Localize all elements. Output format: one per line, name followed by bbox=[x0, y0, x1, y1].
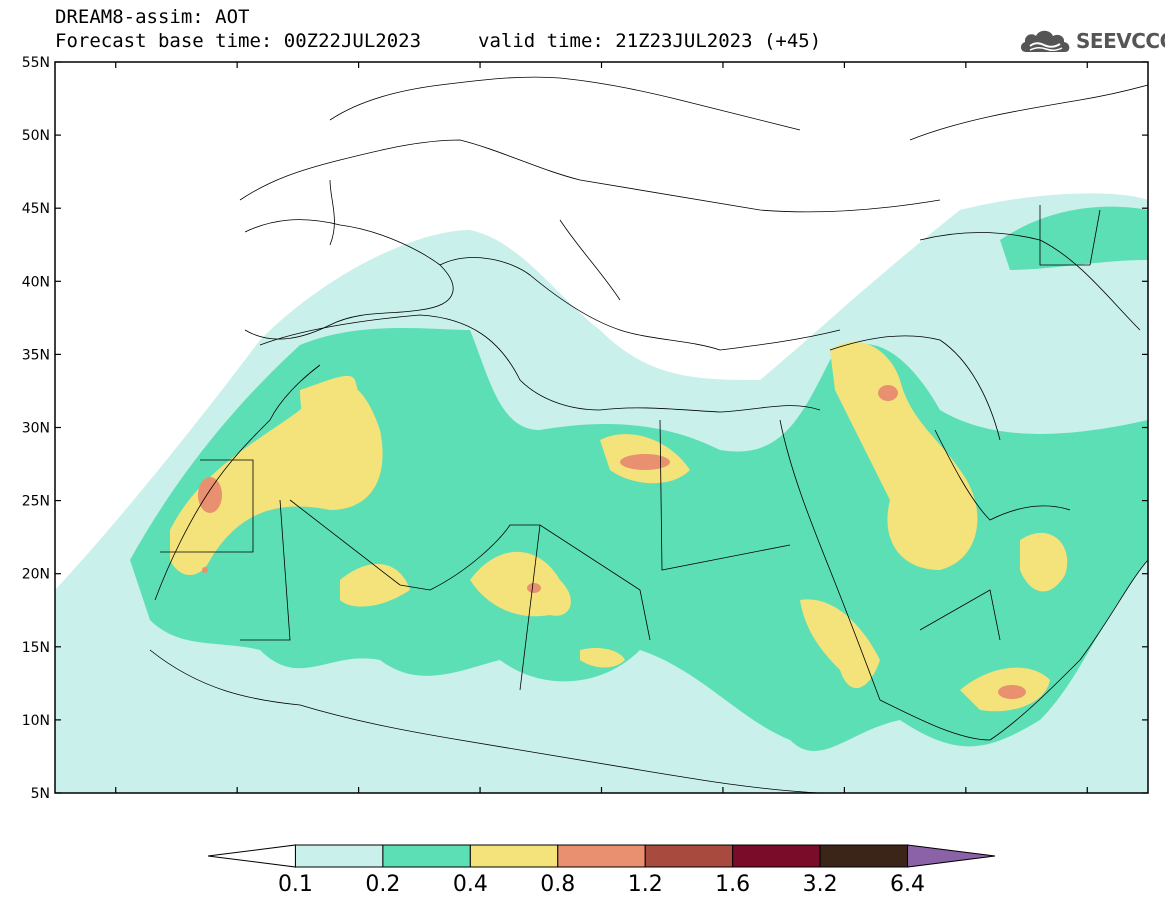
lat-label: 25N bbox=[22, 494, 50, 510]
aot-field-high bbox=[170, 341, 1068, 712]
lat-label: 10N bbox=[22, 713, 50, 729]
colorbar-label: 3.2 bbox=[803, 872, 838, 897]
cloud-icon bbox=[1020, 30, 1070, 52]
latitude-labels: 55N 50N 45N 40N 35N 30N 25N 20N 15N 10N 5N bbox=[22, 55, 50, 800]
colorbar-swatch bbox=[557, 844, 646, 868]
colorbar: 0.1 0.2 0.4 0.8 1.2 1.6 3.2 6.4 bbox=[207, 844, 996, 897]
lat-label: 50N bbox=[22, 128, 50, 144]
lat-label: 45N bbox=[22, 201, 50, 217]
colorbar-swatch bbox=[907, 844, 996, 868]
colorbar-label: 1.6 bbox=[715, 872, 750, 897]
colorbar-label: 6.4 bbox=[890, 872, 925, 897]
colorbar-swatch bbox=[732, 844, 821, 868]
lat-label: 5N bbox=[31, 786, 50, 800]
logo-text: SEEVCCC bbox=[1076, 29, 1165, 53]
colorbar-swatch bbox=[819, 844, 909, 868]
colorbar-label: 0.1 bbox=[278, 872, 313, 897]
forecast-base-time: Forecast base time: 00Z22JUL2023 bbox=[55, 30, 422, 52]
map-title: DREAM8-assim: AOT bbox=[55, 6, 250, 28]
colorbar-swatch bbox=[294, 844, 384, 868]
lat-label: 30N bbox=[22, 421, 50, 437]
colorbar-swatch bbox=[469, 844, 559, 868]
colorbar-swatch bbox=[382, 844, 471, 868]
colorbar-label: 0.4 bbox=[453, 872, 488, 897]
lat-label: 40N bbox=[22, 274, 50, 290]
lat-label: 35N bbox=[22, 347, 50, 363]
lat-label: 20N bbox=[22, 567, 50, 583]
colorbar-label: 0.8 bbox=[540, 872, 575, 897]
lat-label: 55N bbox=[22, 55, 50, 71]
valid-time: valid time: 21Z23JUL2023 (+45) bbox=[478, 30, 822, 52]
aot-field-very-high bbox=[198, 385, 1026, 699]
lat-label: 15N bbox=[22, 640, 50, 656]
colorbar-label: 1.2 bbox=[628, 872, 663, 897]
colorbar-swatch bbox=[644, 844, 734, 868]
country-borders bbox=[149, 76, 1148, 793]
seevccc-logo: SEEVCCC bbox=[1018, 26, 1165, 56]
colorbar-label: 0.2 bbox=[365, 872, 400, 897]
axis-ticks bbox=[55, 61, 1148, 794]
colorbar-swatch bbox=[207, 844, 296, 868]
